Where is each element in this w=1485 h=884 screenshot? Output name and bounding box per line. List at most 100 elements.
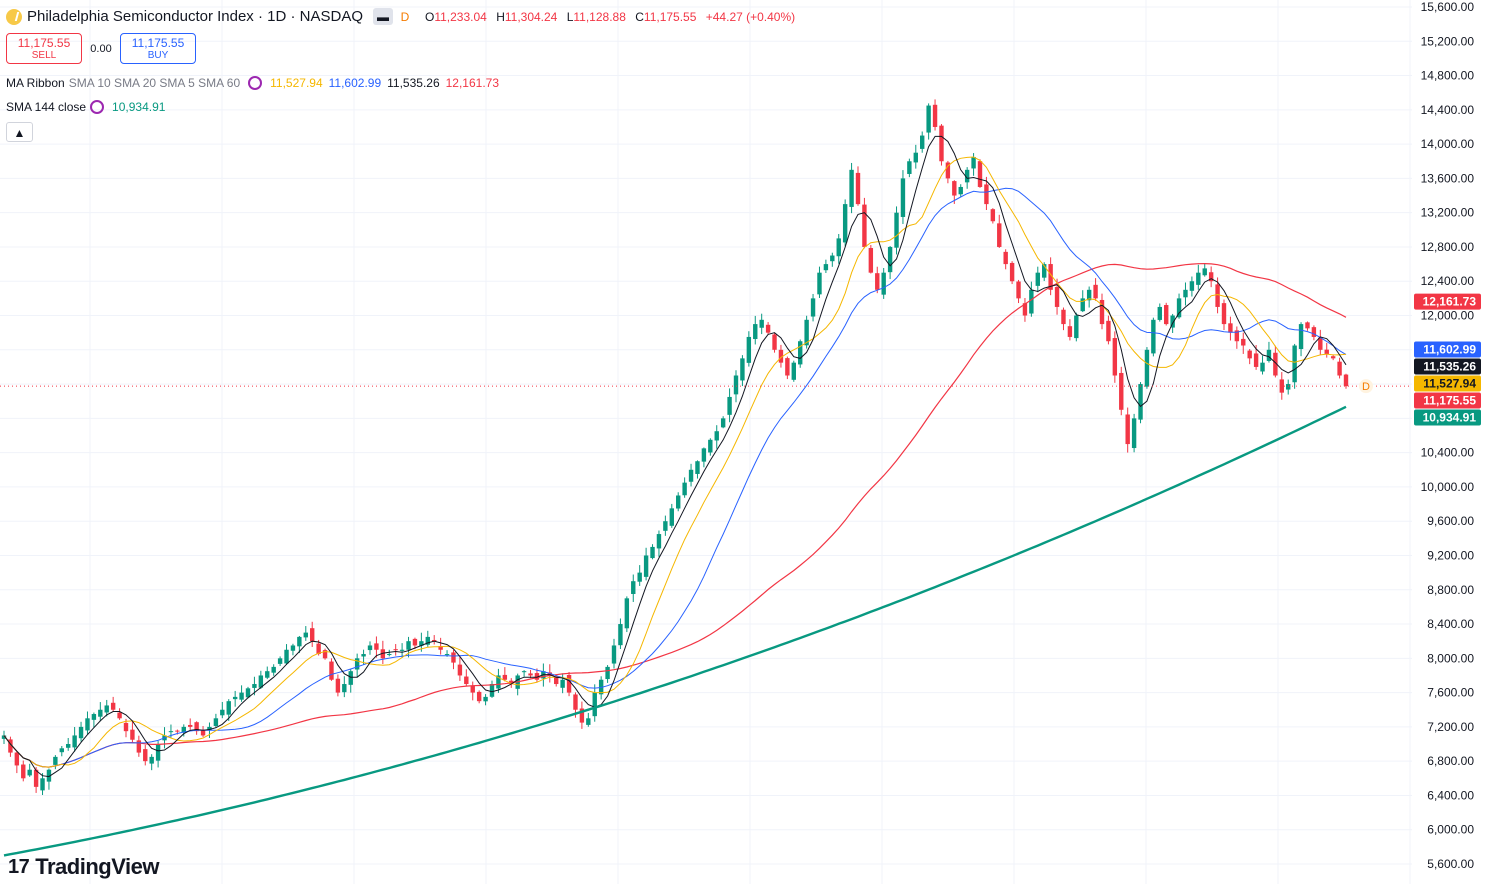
candle — [220, 709, 225, 716]
candle — [984, 184, 989, 205]
ma-ribbon-legend[interactable]: MA Ribbon SMA 10 SMA 20 SMA 5 SMA 60 11,… — [6, 76, 505, 90]
change-value: +44.27 (+0.40%) — [705, 9, 796, 24]
candle — [21, 764, 26, 779]
buy-button[interactable]: 11,175.55 BUY — [120, 33, 196, 64]
candle — [46, 769, 52, 782]
minus-icon[interactable]: ▬ — [373, 8, 393, 25]
candle — [977, 161, 983, 187]
candle — [971, 156, 976, 169]
candle — [438, 646, 443, 650]
symbol-logo-icon[interactable] — [6, 8, 22, 25]
candle — [714, 431, 719, 441]
price-label-text: 12,161.73 — [1423, 295, 1477, 309]
candle — [432, 639, 437, 642]
dividend-marker-label: D — [1362, 381, 1370, 393]
candle — [759, 319, 764, 328]
candle — [91, 714, 97, 720]
sma60-line — [3, 262, 1347, 768]
candle — [277, 658, 283, 664]
dividend-marker — [1359, 379, 1373, 394]
y-tick-label: 12,000.00 — [1421, 309, 1475, 323]
y-tick-label: 8,800.00 — [1427, 583, 1474, 597]
refresh-icon[interactable] — [248, 76, 263, 90]
candle — [1138, 384, 1143, 420]
candle — [457, 664, 463, 676]
candle — [573, 694, 578, 710]
candle — [643, 555, 649, 577]
price-label-text: 11,527.94 — [1423, 377, 1476, 391]
candle — [798, 341, 803, 365]
candle — [1080, 298, 1085, 312]
candle — [1067, 326, 1073, 337]
candle — [239, 692, 244, 700]
y-tick-label: 8,400.00 — [1427, 617, 1474, 631]
y-tick-label: 13,600.00 — [1421, 171, 1475, 185]
candle — [1260, 362, 1265, 372]
candle — [952, 181, 957, 196]
y-tick-label: 12,400.00 — [1421, 274, 1475, 288]
tradingview-logo[interactable]: 17 TradingView — [8, 854, 159, 880]
candle — [701, 448, 707, 462]
candle — [380, 649, 386, 659]
sma144-line — [3, 405, 1347, 857]
candle — [1228, 323, 1233, 333]
candle — [1022, 303, 1028, 316]
y-tick-label: 10,400.00 — [1421, 446, 1475, 460]
candle — [1196, 272, 1201, 285]
candle — [335, 678, 341, 693]
candle — [168, 731, 174, 733]
candle — [1279, 379, 1284, 393]
price-label — [1414, 358, 1481, 375]
refresh-icon[interactable] — [90, 100, 105, 114]
y-tick-label: 14,800.00 — [1421, 69, 1475, 83]
candle — [804, 319, 809, 346]
logo-text: TradingView — [35, 854, 159, 879]
candle — [252, 684, 257, 688]
candle — [1016, 281, 1021, 299]
sell-button[interactable]: 11,175.55 SELL — [6, 33, 82, 64]
candle — [862, 204, 867, 247]
candle — [226, 701, 231, 715]
candle — [554, 676, 559, 685]
candle — [907, 161, 912, 174]
candle — [489, 684, 495, 697]
candle — [560, 679, 565, 688]
y-tick-label: 9,200.00 — [1427, 548, 1474, 562]
candle — [997, 223, 1002, 247]
candle — [1125, 414, 1130, 445]
candle — [650, 546, 655, 559]
candle — [470, 685, 475, 693]
interval-button[interactable]: D — [400, 9, 410, 24]
candle — [412, 638, 418, 646]
candle — [579, 708, 585, 723]
candle — [399, 649, 405, 651]
candle — [143, 749, 148, 762]
spread-value: 0.00 — [90, 42, 112, 55]
candle — [1266, 349, 1272, 361]
candle — [284, 649, 289, 664]
buy-price: 11,175.55 — [131, 36, 185, 50]
candle — [958, 186, 963, 195]
candle — [1029, 289, 1034, 314]
candle — [939, 125, 944, 162]
candle — [823, 264, 829, 271]
chevron-up-icon[interactable]: ▲ — [6, 122, 33, 142]
candle — [207, 726, 212, 731]
candle — [566, 674, 572, 693]
candle — [1074, 315, 1079, 339]
low-value: 11,128.88 — [573, 9, 626, 24]
candle — [1337, 361, 1342, 376]
candle — [496, 675, 501, 689]
candle — [618, 624, 623, 646]
candle — [117, 712, 122, 719]
symbol-title[interactable]: Philadelphia Semiconductor Index · 1D · … — [27, 8, 363, 25]
candle — [464, 676, 469, 685]
candle — [1003, 251, 1008, 265]
tradingview-logo-icon: 17 — [8, 855, 30, 878]
sma144-legend[interactable]: SMA 144 close 10,934.91 — [6, 100, 171, 114]
candle — [361, 654, 366, 657]
candle — [932, 104, 938, 127]
candle — [483, 696, 488, 702]
candle — [875, 273, 880, 290]
